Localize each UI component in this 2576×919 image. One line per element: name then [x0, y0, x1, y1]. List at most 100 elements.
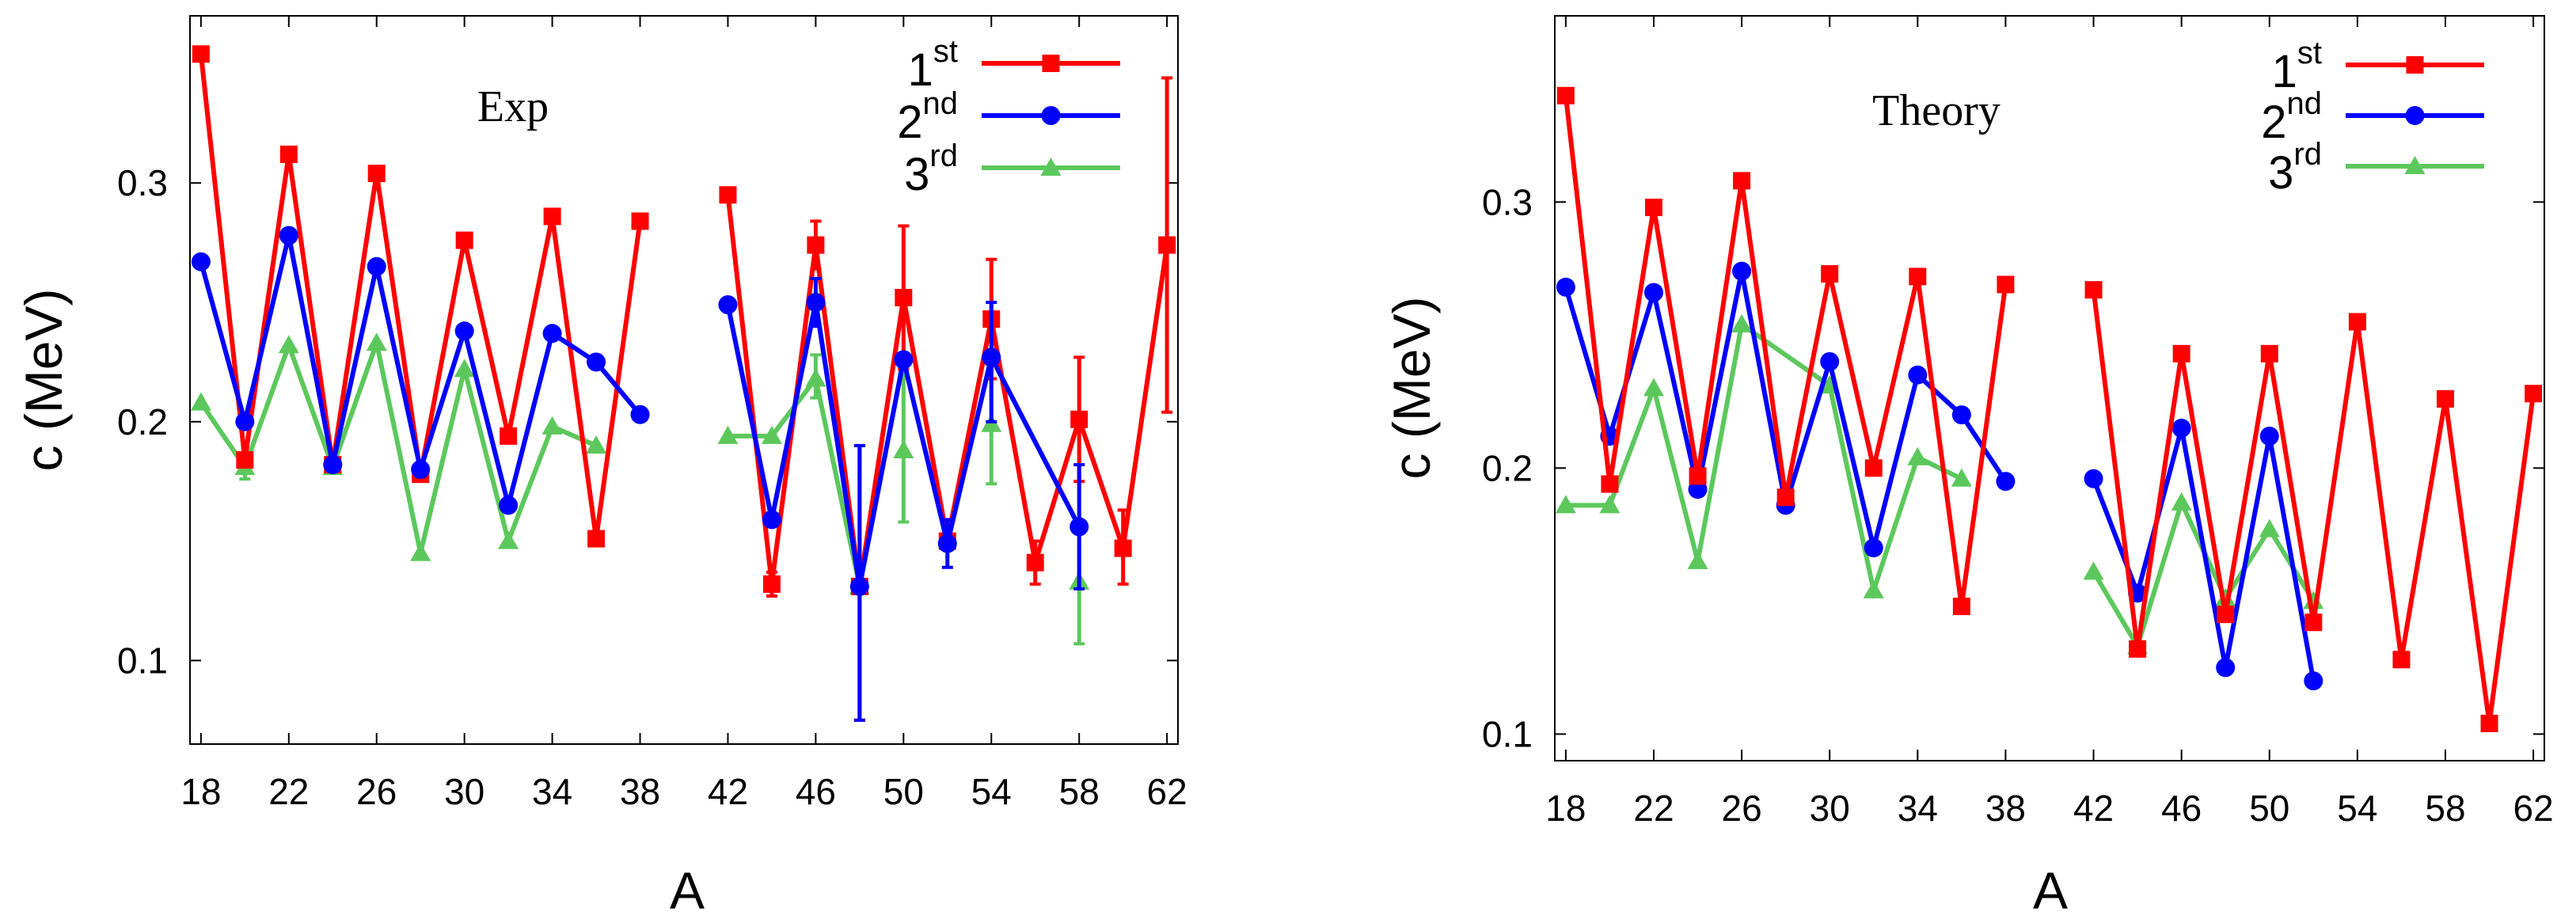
legend-label-base: 3	[904, 149, 929, 200]
data-point	[2304, 613, 2323, 632]
data-point	[2348, 313, 2366, 331]
y-tick-label: 0.2	[117, 401, 168, 442]
series-line	[1563, 95, 2008, 607]
data-point	[2259, 518, 2280, 537]
data-point	[805, 368, 826, 387]
x-axis-label: A	[2033, 861, 2068, 919]
data-point	[719, 186, 737, 204]
x-axis-label: A	[670, 861, 705, 919]
legend-label-base: 1	[2272, 46, 2297, 97]
data-point	[1689, 467, 1707, 485]
data-point	[2171, 492, 2192, 511]
x-tick-label: 38	[620, 771, 660, 812]
legend-label-sup: st	[2297, 36, 2322, 70]
chart-panel-theory: 18 22 26 30 34 38 42 46 50 54 58 62 0.1 0.2 0.3 c (MeV)…	[1382, 15, 2554, 919]
data-point	[500, 427, 518, 445]
x-tick-label: 22	[1633, 788, 1674, 829]
data-point	[235, 412, 255, 431]
x-tick-label: 42	[2073, 788, 2114, 829]
x-tick-label: 30	[1810, 788, 1850, 829]
data-point	[367, 256, 386, 276]
data-point	[1731, 313, 1753, 332]
data-point	[718, 294, 738, 314]
series-line	[2091, 289, 2536, 724]
data-point	[2217, 606, 2235, 624]
data-point	[410, 542, 431, 561]
data-point	[1599, 495, 1620, 514]
legend-marker	[2406, 56, 2424, 74]
panel-title: Theory	[1872, 86, 2000, 135]
data-point	[893, 439, 914, 458]
data-point	[587, 352, 606, 372]
data-point	[762, 575, 781, 593]
data-point	[762, 510, 781, 530]
data-point	[1070, 410, 1089, 428]
data-point	[455, 231, 473, 249]
data-point	[366, 332, 387, 351]
x-tick-label: 46	[796, 771, 836, 812]
data-point	[2216, 658, 2236, 678]
data-point	[2084, 469, 2103, 488]
legend-label-base: 2	[2261, 97, 2286, 148]
legend-label-sup: nd	[2287, 86, 2323, 121]
legend-marker	[2404, 156, 2426, 174]
legend-label: 1st	[908, 34, 958, 96]
x-tick-label: 18	[1545, 788, 1586, 829]
data-point	[1776, 488, 1795, 507]
x-tick-label: 46	[2161, 788, 2202, 829]
data-point	[894, 350, 914, 370]
x-tick-label: 34	[1898, 788, 1938, 829]
data-point	[2172, 344, 2190, 363]
plot-frame	[189, 15, 1179, 745]
data-point	[367, 165, 386, 183]
data-point	[2083, 561, 2104, 580]
legend-marker	[2405, 106, 2425, 125]
data-point	[2304, 671, 2323, 691]
data-point	[1820, 351, 1840, 371]
data-point	[2525, 385, 2543, 403]
data-point	[279, 226, 298, 245]
data-point	[192, 45, 210, 63]
data-point	[1601, 475, 1619, 493]
data-point	[631, 212, 649, 230]
data-point	[937, 534, 957, 553]
data-point	[761, 425, 782, 444]
data-point	[1821, 264, 1839, 283]
x-tick-label: 30	[444, 771, 484, 812]
data-point	[1909, 268, 1927, 286]
data-point	[2215, 587, 2236, 606]
data-point	[2129, 640, 2147, 658]
data-point	[1645, 198, 1662, 216]
data-point	[278, 335, 299, 354]
data-point	[982, 347, 1001, 367]
x-tick-label: 50	[883, 771, 924, 812]
data-point	[323, 455, 343, 475]
data-point	[498, 530, 519, 549]
x-tick-label: 54	[971, 771, 1012, 812]
data-point	[279, 145, 298, 163]
x-tick-label: 62	[2513, 788, 2554, 829]
data-point	[190, 392, 211, 411]
data-point	[1158, 236, 1176, 254]
y-tick-label: 0.2	[1482, 447, 1533, 488]
data-point	[1026, 553, 1044, 572]
data-point	[541, 416, 563, 435]
series-2nd	[191, 226, 1089, 722]
x-tick-label: 18	[180, 771, 221, 812]
y-tick-label: 0.1	[1482, 713, 1533, 754]
data-point	[499, 496, 519, 515]
legend-label: 2nd	[897, 86, 958, 148]
data-point	[1643, 378, 1664, 397]
data-point	[849, 576, 869, 596]
x-tick-label: 58	[1059, 771, 1100, 812]
series-line	[199, 334, 598, 554]
data-point	[807, 236, 825, 254]
data-point	[191, 252, 211, 272]
x-tick-label: 34	[532, 771, 572, 812]
data-point	[1907, 446, 1928, 465]
data-point	[1864, 538, 1883, 558]
series-1st	[192, 45, 1176, 722]
series-1st	[1556, 86, 2543, 732]
x-tick-label: 26	[1722, 788, 1762, 829]
data-point	[542, 324, 562, 344]
